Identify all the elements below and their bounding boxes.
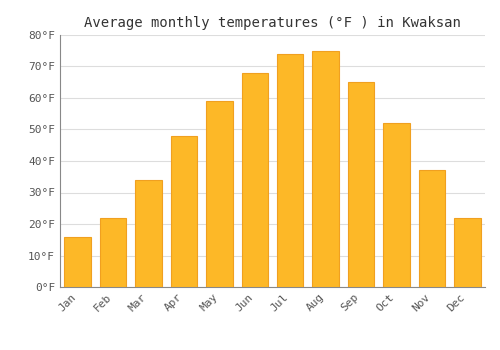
Bar	[454, 218, 480, 287]
Bar	[136, 180, 162, 287]
Title: Average monthly temperatures (°F ) in Kwaksan: Average monthly temperatures (°F ) in Kw…	[84, 16, 461, 30]
Bar	[418, 170, 445, 287]
Bar	[277, 54, 303, 287]
Bar	[348, 82, 374, 287]
Bar	[383, 123, 409, 287]
Bar	[170, 136, 197, 287]
Bar	[312, 51, 339, 287]
Bar	[206, 101, 233, 287]
Bar	[100, 218, 126, 287]
Bar	[64, 237, 91, 287]
Bar	[242, 73, 268, 287]
